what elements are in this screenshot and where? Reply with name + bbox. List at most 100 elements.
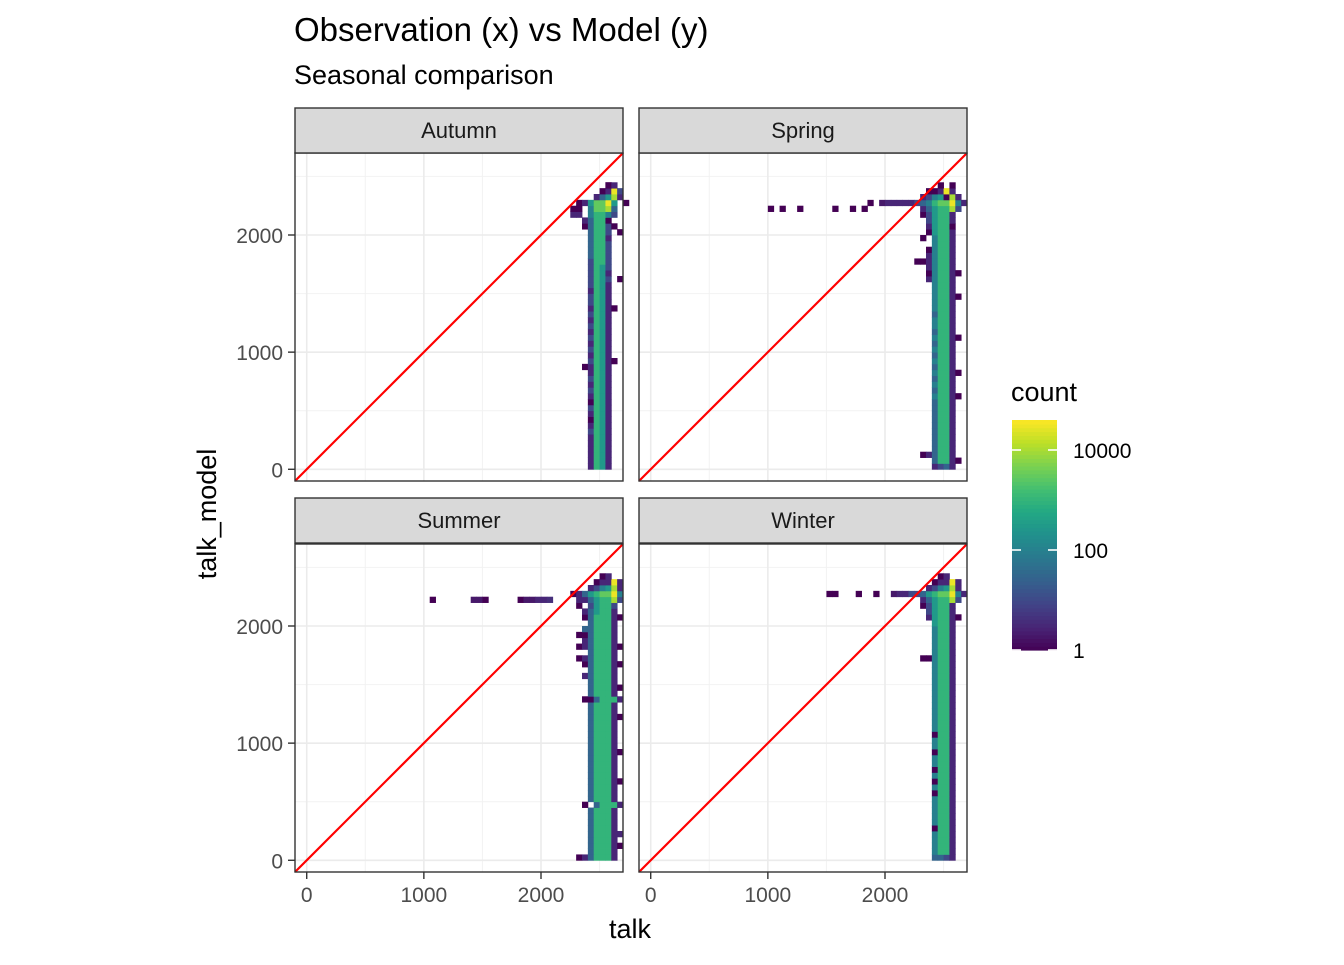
heatmap-bin [931, 585, 939, 592]
heatmap-bin [605, 655, 612, 662]
heatmap-bin [943, 655, 950, 662]
heatmap-bin [605, 790, 612, 797]
heatmap-bin [611, 725, 618, 732]
heatmap-bin [599, 795, 606, 803]
heatmap-bin [599, 631, 606, 639]
heatmap-bin [599, 766, 606, 773]
heatmap-bin [587, 287, 595, 294]
heatmap-bin [605, 801, 612, 808]
heatmap-bin [587, 766, 595, 773]
legend-color-step [1012, 577, 1057, 582]
heatmap-bin [920, 205, 927, 212]
heatmap-bin [593, 614, 600, 621]
heatmap-bin [931, 749, 939, 756]
heatmap-bin [937, 801, 944, 808]
heatmap-bin [593, 334, 600, 341]
heatmap-bin [937, 182, 944, 189]
heatmap-bin [611, 749, 618, 756]
heatmap-bin [931, 340, 939, 347]
heatmap-bin [949, 199, 956, 207]
heatmap-bin [611, 831, 618, 838]
legend-color-step [1012, 561, 1057, 567]
heatmap-bin [949, 708, 956, 715]
legend-color-step [1012, 523, 1057, 528]
heatmap-bin [949, 322, 956, 330]
heatmap-bin [961, 590, 968, 598]
heatmap-bin [593, 737, 600, 744]
heatmap-bin [949, 346, 956, 353]
heatmap-bin [937, 235, 944, 242]
heatmap-bin [931, 760, 939, 767]
heatmap-bin [599, 205, 606, 212]
heatmap-bin [937, 387, 944, 394]
heatmap-bin [605, 422, 612, 429]
heatmap-bin [943, 801, 950, 808]
heatmap-bin [931, 678, 939, 685]
heatmap-bin [937, 766, 944, 773]
heatmap-bin [587, 725, 595, 732]
heatmap-bin [593, 649, 600, 656]
heatmap-bin [943, 766, 950, 773]
heatmap-bin [885, 199, 892, 207]
heatmap-bin [943, 643, 950, 650]
heatmap-bin [599, 346, 606, 353]
heatmap-bin [949, 445, 956, 453]
heatmap-bin [605, 778, 612, 785]
heatmap-bin [931, 655, 939, 662]
heatmap-bin [470, 596, 477, 603]
heatmap-bin [599, 684, 606, 691]
heatmap-bin [593, 264, 600, 271]
heatmap-bin [937, 463, 944, 470]
heatmap-bin [593, 725, 600, 732]
heatmap-bin [593, 790, 600, 797]
heatmap-bin [943, 696, 950, 703]
heatmap-bin [587, 708, 595, 715]
legend-color-step [1012, 573, 1057, 578]
heatmap-bin [587, 252, 595, 259]
heatmap-bin [587, 608, 595, 615]
heatmap-bin [535, 596, 542, 603]
heatmap-bin [943, 352, 950, 359]
heatmap-bin [943, 678, 950, 685]
heatmap-bin [931, 375, 939, 382]
heatmap-bin [949, 328, 956, 335]
heatmap-bin [943, 737, 950, 744]
heatmap-bin [943, 410, 950, 417]
heatmap-bin [920, 451, 927, 458]
y-tick-label: 1000 [236, 733, 283, 756]
legend-color-step [1012, 627, 1057, 632]
heatmap-bin [949, 428, 956, 435]
heatmap-bin [949, 813, 956, 820]
heatmap-bin [582, 631, 589, 639]
heatmap-bin [914, 258, 921, 265]
heatmap-bin [605, 317, 612, 324]
heatmap-bin [931, 579, 939, 586]
heatmap-bin [593, 661, 600, 668]
heatmap-bin [943, 258, 950, 265]
heatmap-bin [599, 573, 606, 580]
heatmap-bin [576, 854, 583, 861]
heatmap-bin [949, 188, 956, 195]
heatmap-bin [599, 199, 606, 207]
heatmap-bin [949, 836, 956, 844]
heatmap-bin [943, 661, 950, 668]
heatmap-bin [605, 387, 612, 394]
heatmap-bin [949, 463, 956, 470]
legend-color-step [1012, 550, 1057, 555]
heatmap-bin [605, 596, 612, 603]
heatmap-bin [587, 358, 595, 365]
heatmap-bin [593, 708, 600, 715]
heatmap-bin [949, 264, 956, 271]
heatmap-bin [943, 322, 950, 330]
heatmap-bin [955, 293, 962, 300]
heatmap-bin [587, 672, 595, 680]
heatmap-bin [949, 678, 956, 685]
heatmap-bin [587, 772, 595, 779]
heatmap-bin [849, 205, 857, 212]
heatmap-bin [587, 293, 595, 300]
heatmap-bin [931, 322, 939, 330]
legend-color-step [1012, 481, 1057, 486]
x-tick-label: 1000 [400, 884, 447, 907]
heatmap-bin [611, 813, 618, 820]
heatmap-bin [943, 416, 950, 423]
